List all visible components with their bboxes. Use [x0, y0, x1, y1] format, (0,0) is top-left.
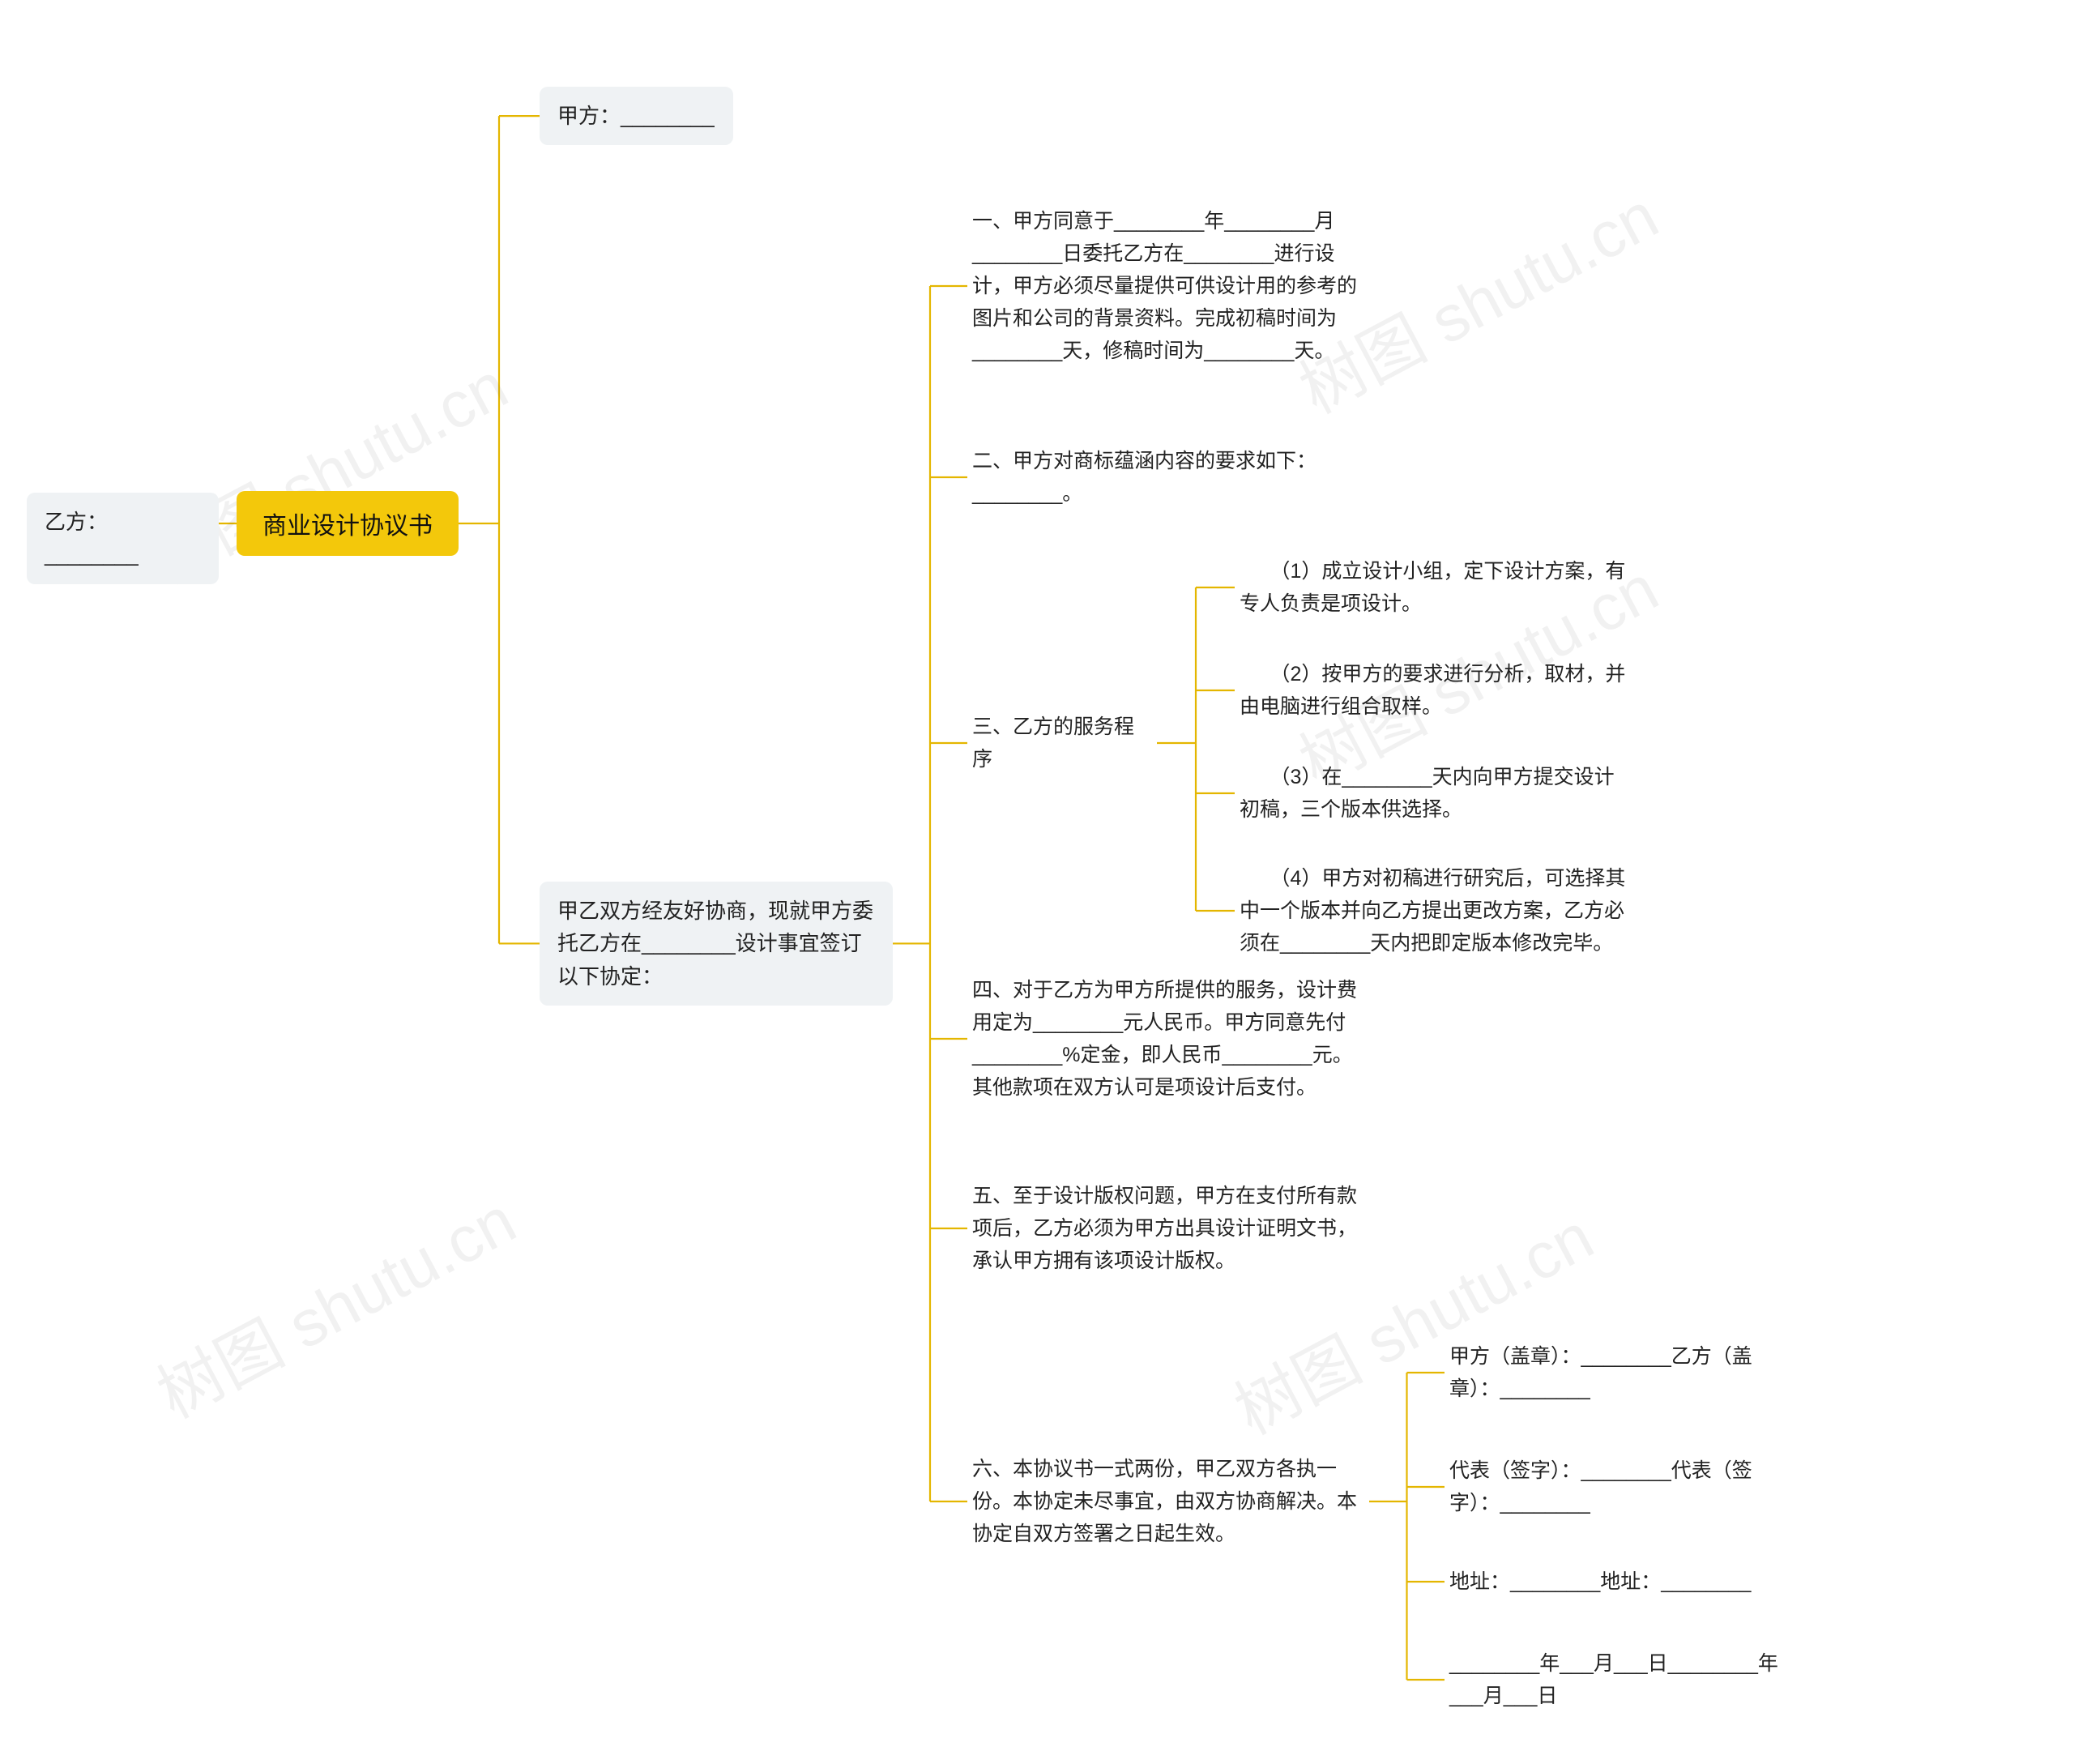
- node-text: （3）在________天内向甲方提交设计初稿，三个版本供选择。: [1240, 761, 1632, 826]
- node-text: ________年___月___日________年___月___日: [1449, 1647, 1796, 1712]
- node-text: 地址：________地址：________: [1449, 1565, 1751, 1598]
- node-text: 二、甲方对商标蕴涵内容的要求如下：________。: [972, 445, 1364, 510]
- node-text: 三、乙方的服务程序: [972, 711, 1152, 775]
- node-sign-2: 代表（签字）：________代表（签字）：________: [1445, 1451, 1801, 1523]
- watermark: 树图 shutu.cn: [139, 1169, 529, 1437]
- node-text: 六、本协议书一式两份，甲乙双方各执一份。本协定未尽事宜，由双方协商解决。本协定自…: [972, 1453, 1364, 1550]
- node-text: （4）甲方对初稿进行研究后，可选择其中一个版本并向乙方提出更改方案，乙方必须在_…: [1240, 862, 1632, 959]
- node-text: 甲方：________: [557, 100, 715, 132]
- node-text: 四、对于乙方为甲方所提供的服务，设计费用定为________元人民币。甲方同意先…: [972, 974, 1364, 1104]
- node-left-party-b: 乙方：________: [27, 493, 219, 584]
- node-party-a: 甲方：________: [540, 87, 733, 145]
- node-text: 乙方：________: [45, 506, 201, 571]
- node-sign-4: ________年___月___日________年___月___日: [1445, 1644, 1801, 1715]
- node-step-1: （1）成立设计小组，定下设计方案，有专人负责是项设计。: [1235, 552, 1637, 623]
- node-text: 代表（签字）：________代表（签字）：________: [1449, 1454, 1796, 1519]
- node-text: 甲方（盖章）：________乙方（盖章）：________: [1449, 1340, 1796, 1405]
- node-root-title: 商业设计协议书: [237, 491, 459, 556]
- node-text: 五、至于设计版权问题，甲方在支付所有款项后，乙方必须为甲方出具设计证明文书，承认…: [972, 1180, 1364, 1277]
- node-step-2: （2）按甲方的要求进行分析，取材，并由电脑进行组合取样。: [1235, 655, 1637, 726]
- node-clause-2: 二、甲方对商标蕴涵内容的要求如下：________。: [967, 442, 1369, 513]
- node-text: 商业设计协议书: [262, 506, 433, 541]
- node-text: 一、甲方同意于________年________月________日委托乙方在_…: [972, 205, 1364, 367]
- node-clause-5: 五、至于设计版权问题，甲方在支付所有款项后，乙方必须为甲方出具设计证明文书，承认…: [967, 1177, 1369, 1280]
- node-text: （2）按甲方的要求进行分析，取材，并由电脑进行组合取样。: [1240, 658, 1632, 723]
- node-text: 甲乙双方经友好协商，现就甲方委托乙方在________设计事宜签订以下协定：: [557, 895, 875, 993]
- node-text: （1）成立设计小组，定下设计方案，有专人负责是项设计。: [1240, 555, 1632, 620]
- node-clause-3: 三、乙方的服务程序: [967, 707, 1157, 779]
- node-clause-6: 六、本协议书一式两份，甲乙双方各执一份。本协定未尽事宜，由双方协商解决。本协定自…: [967, 1450, 1369, 1553]
- node-agreement-intro: 甲乙双方经友好协商，现就甲方委托乙方在________设计事宜签订以下协定：: [540, 882, 893, 1006]
- node-step-4: （4）甲方对初稿进行研究后，可选择其中一个版本并向乙方提出更改方案，乙方必须在_…: [1235, 859, 1637, 963]
- node-sign-3: 地址：________地址：________: [1445, 1562, 1801, 1601]
- node-clause-1: 一、甲方同意于________年________月________日委托乙方在_…: [967, 202, 1369, 370]
- node-clause-4: 四、对于乙方为甲方所提供的服务，设计费用定为________元人民币。甲方同意先…: [967, 971, 1369, 1107]
- node-step-3: （3）在________天内向甲方提交设计初稿，三个版本供选择。: [1235, 758, 1637, 829]
- node-sign-1: 甲方（盖章）：________乙方（盖章）：________: [1445, 1337, 1801, 1408]
